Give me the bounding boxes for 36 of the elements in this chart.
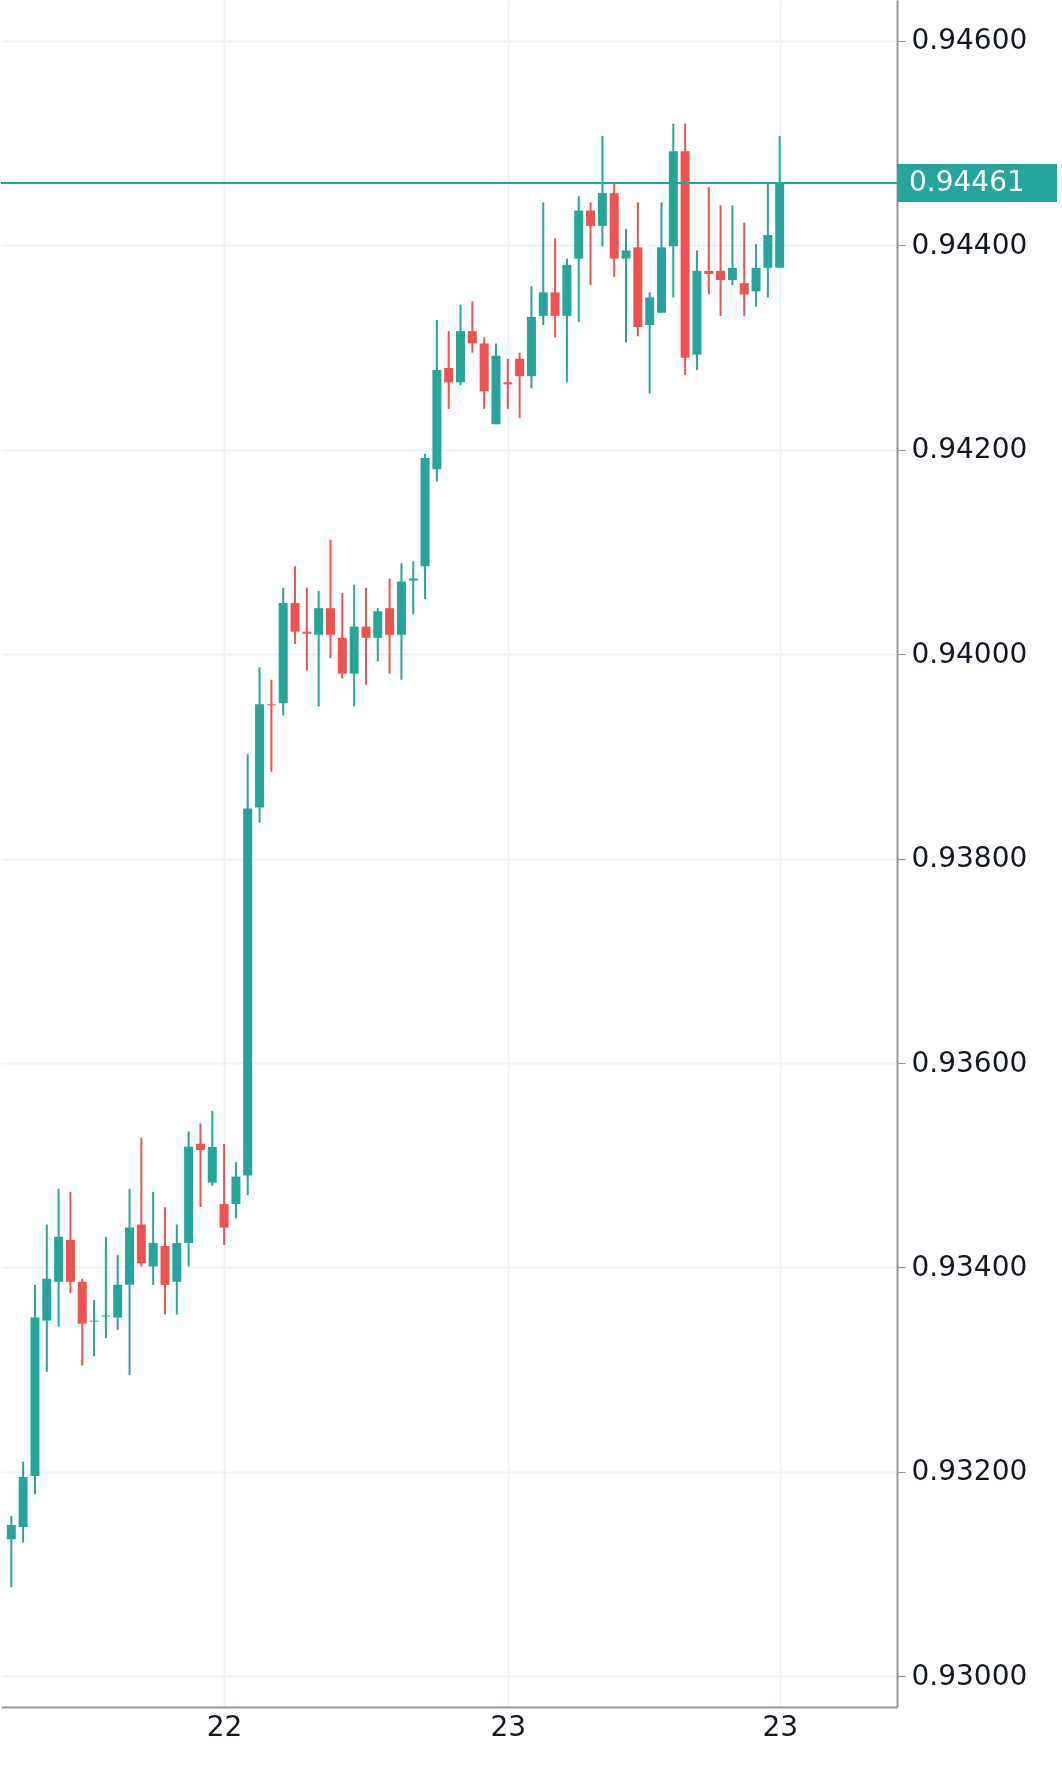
candlestick	[621, 227, 631, 344]
candlestick	[538, 201, 548, 327]
y-tick-label: 0.93400	[911, 1249, 1028, 1283]
candlestick	[586, 201, 596, 287]
candlestick	[302, 586, 312, 672]
y-tick-label: 0.93800	[911, 841, 1028, 875]
x-tick-label: 22	[206, 1709, 243, 1743]
y-tick-label: 0.93200	[911, 1454, 1028, 1488]
y-tick-label: 0.94000	[911, 636, 1028, 670]
candlestick	[550, 237, 560, 339]
y-tick-label: 0.94200	[911, 432, 1028, 466]
candlestick	[503, 357, 513, 410]
candlestick	[515, 351, 525, 420]
y-tick-label: 0.94600	[911, 23, 1028, 57]
y-tick-label: 0.93600	[911, 1045, 1028, 1079]
candlestick	[704, 186, 714, 296]
y-tick-label: 0.93000	[911, 1658, 1028, 1692]
candlestick	[727, 204, 737, 287]
ref-line-label: 0.94461	[909, 164, 1025, 198]
candlestick	[751, 243, 761, 308]
candlestick	[467, 300, 477, 354]
candlestick	[266, 678, 276, 773]
candlestick	[89, 1299, 99, 1358]
candlestick	[219, 1142, 229, 1246]
candlestick	[444, 330, 454, 410]
candlestick	[6, 1514, 16, 1589]
y-tick-label: 0.94400	[911, 227, 1028, 261]
candlestick	[101, 1235, 111, 1339]
candlestick	[408, 560, 418, 616]
candlestick	[195, 1122, 205, 1209]
candlestick	[739, 221, 749, 317]
candlestick	[148, 1190, 158, 1286]
candlestick	[716, 204, 726, 317]
x-tick-label: 23	[762, 1709, 799, 1743]
candlestick	[361, 586, 371, 686]
x-tick-label: 23	[490, 1709, 527, 1743]
